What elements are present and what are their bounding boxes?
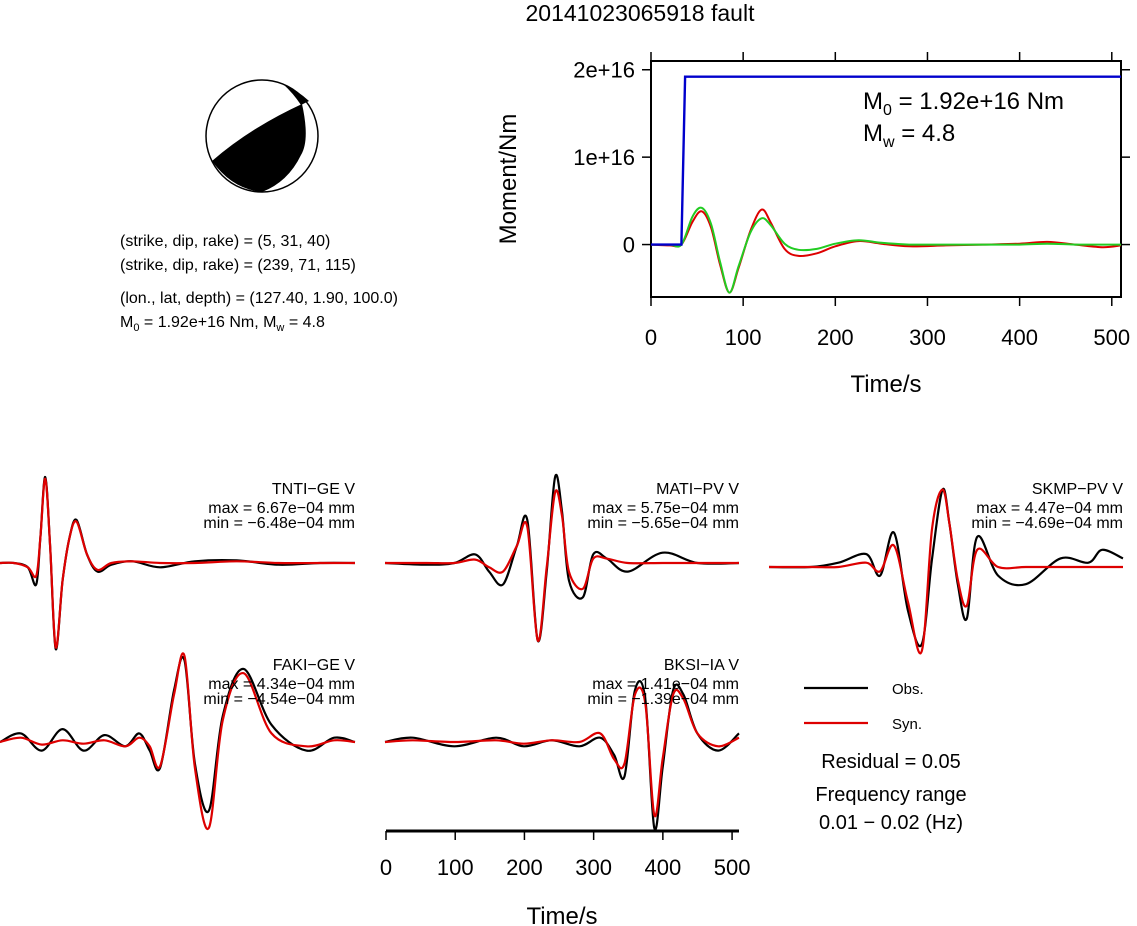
moment-axis-ticks: 2e+16 1e+16 0 0 100 200 300 400 500 [573, 52, 1130, 350]
station-min: min = −4.69e−04 mm [971, 515, 1123, 532]
beachball-compression-quadrant [212, 104, 306, 192]
beachball [205, 79, 319, 193]
synthetic-waveform [384, 686, 740, 818]
moment-m0-annotation: M0 = 1.92e+16 Nm [863, 88, 1064, 119]
legend-syn-label: Syn. [892, 716, 922, 733]
station-max: max = 4.47e−04 mm [976, 500, 1123, 517]
beachball-compression-tip [283, 84, 309, 105]
mechanism-info: (strike, dip, rake) = (5, 31, 40) (strik… [120, 233, 398, 334]
moment-ytick-label: 0 [623, 233, 635, 258]
mw-value: = 4.8 [895, 120, 956, 147]
moment-ylabel: Moment/Nm [495, 114, 522, 245]
mw-subscript: w [882, 134, 895, 151]
station-max: max = 6.67e−04 mm [208, 500, 355, 517]
waveform-time-axis: 0 100 200 300 400 500 Time/s [380, 829, 751, 926]
residual-text: Residual = 0.05 [821, 751, 961, 773]
station-name: FAKI−GE V [273, 657, 356, 674]
synthetic-waveform [769, 488, 1123, 655]
moment-ytick-label: 2e+16 [573, 58, 635, 83]
station-min: min = −5.65e−04 mm [587, 515, 739, 532]
synthetic-waveform [0, 652, 356, 831]
station-min: min = −6.48e−04 mm [203, 515, 355, 532]
mw-letter: M [863, 120, 883, 147]
moment-plot-frame [650, 60, 1122, 298]
moment-summary-subw: w [275, 322, 284, 334]
frequency-range-label: Frequency range [815, 784, 966, 806]
moment-summary-m: M [120, 314, 133, 331]
station-name: SKMP−PV V [1032, 481, 1123, 498]
frequency-range-value: 0.01 − 0.02 (Hz) [819, 812, 963, 834]
legend-obs-label: Obs. [892, 681, 924, 698]
moment-ytick-label: 1e+16 [573, 145, 635, 170]
waveform-xtick-label: 500 [714, 855, 751, 880]
moment-summary-sub0: 0 [133, 322, 139, 334]
moment-summary-mw: = 4.8 [284, 314, 325, 331]
moment-curves [650, 75, 1122, 294]
waveform-axis-ticks: 0 100 200 300 400 500 [380, 831, 751, 880]
moment-rate-green-line [651, 206, 1121, 294]
waveform-xtick-label: 0 [380, 855, 392, 880]
waveform-xtick-label: 100 [437, 855, 474, 880]
waveform-xtick-label: 200 [506, 855, 543, 880]
moment-summary: M0 = 1.92e+16 Nm, Mw = 4.8 [120, 314, 325, 334]
moment-xtick-label: 300 [909, 325, 946, 350]
station-min: min = −1.39e−04 mm [587, 691, 739, 708]
m0-value: = 1.92e+16 Nm [892, 88, 1064, 115]
station-max: max = 1.41e−04 mm [592, 676, 739, 693]
moment-xlabel: Time/s [850, 371, 921, 398]
waveform-xtick-label: 300 [575, 855, 612, 880]
legend: Obs. Syn. Residual = 0.05 Frequency rang… [804, 681, 967, 834]
m0-subscript: 0 [883, 102, 892, 119]
moment-mw-annotation: Mw = 4.8 [863, 120, 955, 151]
station-max: max = 4.34e−04 mm [208, 676, 355, 693]
moment-rate-red-line [650, 208, 1122, 294]
moment-xtick-label: 0 [645, 325, 657, 350]
observed-waveform [384, 680, 740, 831]
nodal-plane-2: (strike, dip, rake) = (239, 71, 115) [120, 257, 356, 274]
station-name: BKSI−IA V [664, 657, 739, 674]
moment-xtick-label: 400 [1001, 325, 1038, 350]
figure-title: 20141023065918 fault [526, 0, 756, 26]
moment-xtick-label: 100 [725, 325, 762, 350]
cumulative-moment-line [651, 75, 1121, 246]
moment-summary-value: = 1.92e+16 Nm, M [139, 314, 276, 331]
moment-panel: Moment/Nm Time/s 2e+16 1e+16 0 0 100 200 300 40… [495, 52, 1130, 398]
station-name: TNTI−GE V [272, 481, 355, 498]
station-max: max = 5.75e−04 mm [592, 500, 739, 517]
synthetic-waveform [384, 489, 739, 642]
waveform-xlabel: Time/s [526, 903, 597, 926]
moment-xtick-label: 500 [1093, 325, 1130, 350]
station-name: MATI−PV V [656, 481, 739, 498]
synthetic-waveform [0, 477, 355, 649]
waveform-xtick-label: 400 [645, 855, 682, 880]
m0-letter: M [863, 88, 883, 115]
hypocenter: (lon., lat, depth) = (127.40, 1.90, 100.… [120, 290, 398, 307]
moment-xtick-label: 200 [817, 325, 854, 350]
nodal-plane-1: (strike, dip, rake) = (5, 31, 40) [120, 233, 330, 250]
station-min: min = −4.54e−04 mm [203, 691, 355, 708]
